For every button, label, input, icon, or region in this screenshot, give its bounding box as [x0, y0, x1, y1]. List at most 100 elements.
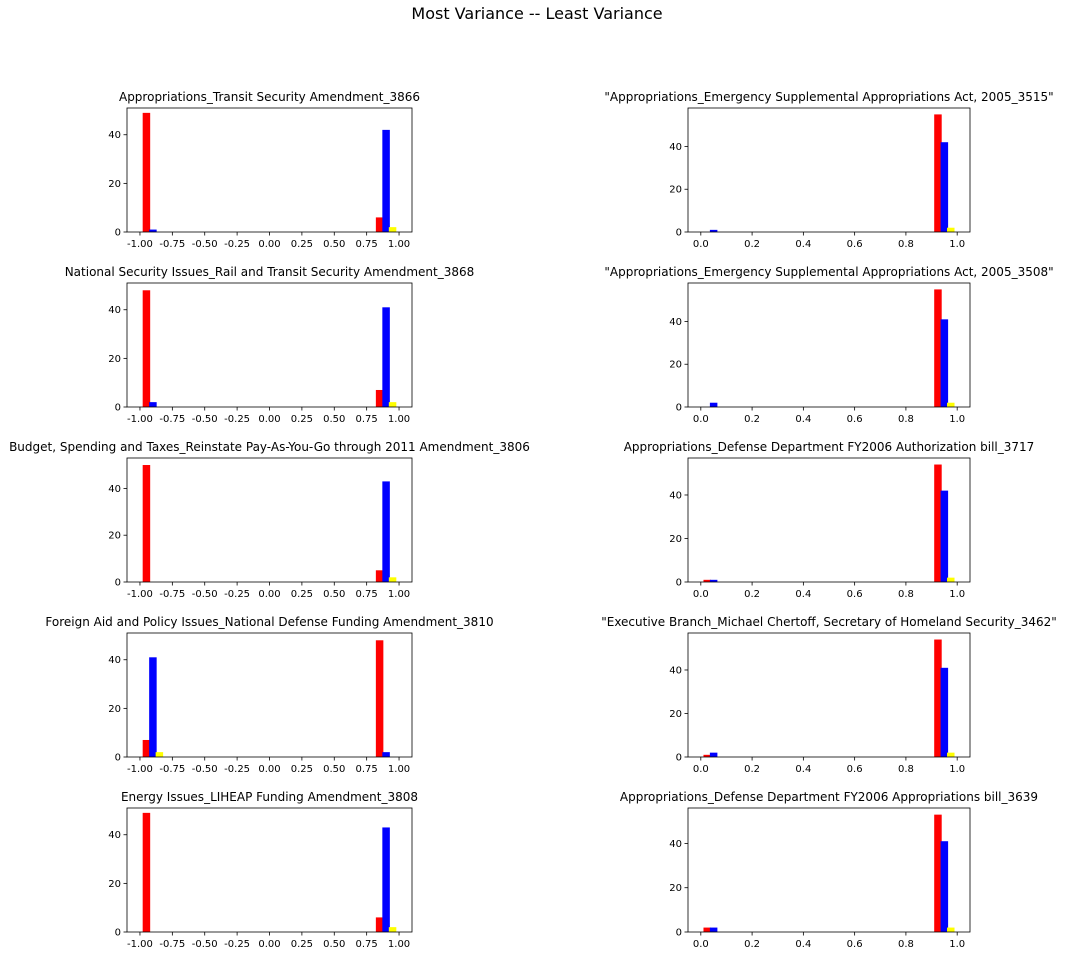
bar-series-1: [142, 112, 151, 232]
subplot-6: Appropriations_Defense Department FY2006…: [624, 440, 1035, 600]
x-tick-label: 1.00: [388, 939, 410, 950]
bar-series-1: [375, 917, 384, 932]
x-tick-label: 0.2: [744, 764, 760, 775]
bar-series-1: [934, 114, 942, 232]
x-tick-label: 0.25: [291, 589, 313, 600]
subplot-1: Appropriations_Transit Security Amendmen…: [108, 90, 420, 250]
x-tick-label: -0.50: [192, 414, 218, 425]
bar-series-1: [142, 465, 151, 582]
bar-series-2: [709, 579, 718, 582]
x-tick-label: 0.75: [356, 414, 378, 425]
y-tick-label: 20: [669, 883, 682, 894]
x-tick-label: -1.00: [127, 589, 153, 600]
y-tick-label: 0: [676, 753, 682, 764]
y-tick-label: 0: [115, 753, 121, 764]
axes-frame: [687, 807, 971, 933]
bar-series-1: [703, 927, 711, 932]
x-tick-label: 0.75: [356, 764, 378, 775]
y-tick-label: 20: [669, 709, 682, 720]
y-tick-label: 0: [115, 928, 121, 939]
bar-series-2: [940, 142, 949, 232]
x-tick-label: -0.75: [159, 939, 185, 950]
x-tick-label: -0.25: [224, 239, 250, 250]
x-tick-label: 0.8: [898, 589, 914, 600]
x-tick-label: 0.8: [898, 239, 914, 250]
y-tick-label: 40: [108, 830, 121, 841]
y-tick-label: 40: [669, 317, 682, 328]
y-tick-label: 40: [108, 655, 121, 666]
y-tick-label: 0: [676, 578, 682, 589]
axes-frame: [687, 632, 971, 758]
x-tick-label: 0.4: [795, 939, 811, 950]
x-tick-label: 0.6: [847, 764, 863, 775]
x-tick-label: 0.2: [744, 589, 760, 600]
x-tick-label: -0.25: [224, 939, 250, 950]
y-tick-label: 40: [669, 490, 682, 501]
subplot-9: Energy Issues_LIHEAP Funding Amendment_3…: [108, 790, 418, 950]
x-tick-label: 0.2: [744, 239, 760, 250]
x-tick-label: 0.2: [744, 414, 760, 425]
x-tick-label: 1.0: [949, 239, 965, 250]
x-tick-label: 1.0: [949, 589, 965, 600]
bar-series-3: [388, 927, 397, 932]
subplot-title: National Security Issues_Rail and Transi…: [65, 265, 475, 279]
bar-series-2: [940, 319, 949, 407]
bar-series-1: [934, 814, 942, 932]
bar-series-1: [934, 289, 942, 407]
figure-title: Most Variance -- Least Variance: [411, 4, 662, 23]
x-tick-label: 0.50: [323, 239, 345, 250]
bar-series-3: [388, 577, 397, 582]
subplot-title: "Appropriations_Emergency Supplemental A…: [604, 90, 1053, 104]
x-tick-label: 0.00: [258, 414, 280, 425]
bar-series-2: [382, 129, 390, 232]
x-tick-label: 0.25: [291, 239, 313, 250]
subplot-title: Appropriations_Defense Department FY2006…: [624, 440, 1035, 454]
y-tick-label: 40: [669, 839, 682, 850]
x-tick-label: 0.6: [847, 589, 863, 600]
bar-series-1: [703, 579, 711, 582]
subplot-3: National Security Issues_Rail and Transi…: [65, 265, 475, 425]
axes-frame: [126, 457, 413, 583]
x-tick-label: 0.75: [356, 589, 378, 600]
bar-series-2: [709, 752, 718, 757]
y-tick-label: 0: [676, 928, 682, 939]
x-tick-label: -1.00: [127, 939, 153, 950]
axes-frame: [687, 457, 971, 583]
subplot-title: "Executive Branch_Michael Chertoff, Secr…: [601, 615, 1057, 629]
y-tick-label: 20: [669, 185, 682, 196]
x-tick-label: 0.75: [356, 939, 378, 950]
y-tick-label: 20: [108, 879, 121, 890]
x-tick-label: -0.75: [159, 764, 185, 775]
x-tick-label: -0.25: [224, 764, 250, 775]
x-tick-label: -0.50: [192, 764, 218, 775]
bar-series-3: [388, 227, 397, 232]
x-tick-label: 1.0: [949, 939, 965, 950]
x-tick-label: 0.00: [258, 589, 280, 600]
subplot-title: Foreign Aid and Policy Issues_National D…: [45, 615, 493, 629]
x-tick-label: 1.00: [388, 764, 410, 775]
axes-frame: [126, 807, 413, 933]
x-tick-label: -0.50: [192, 589, 218, 600]
x-tick-label: -1.00: [127, 764, 153, 775]
x-tick-label: 0.0: [693, 589, 709, 600]
bar-series-2: [940, 841, 949, 932]
y-tick-label: 20: [108, 354, 121, 365]
bar-series-2: [940, 490, 949, 582]
y-tick-label: 40: [669, 665, 682, 676]
axes-frame: [687, 282, 971, 408]
x-tick-label: 0.50: [323, 939, 345, 950]
x-tick-label: 1.00: [388, 414, 410, 425]
x-tick-label: 0.8: [898, 764, 914, 775]
bar-series-2: [149, 229, 157, 232]
x-tick-label: 0.6: [847, 414, 863, 425]
bar-series-2: [149, 402, 157, 407]
x-tick-label: 0.2: [744, 939, 760, 950]
x-tick-label: 0.00: [258, 939, 280, 950]
subplot-2: "Appropriations_Emergency Supplemental A…: [604, 90, 1053, 250]
subplot-title: "Appropriations_Emergency Supplemental A…: [604, 265, 1053, 279]
x-tick-label: 0.25: [291, 414, 313, 425]
x-tick-label: 1.00: [388, 239, 410, 250]
bar-series-1: [142, 290, 151, 407]
x-tick-label: 0.00: [258, 764, 280, 775]
x-tick-label: -0.25: [224, 414, 250, 425]
